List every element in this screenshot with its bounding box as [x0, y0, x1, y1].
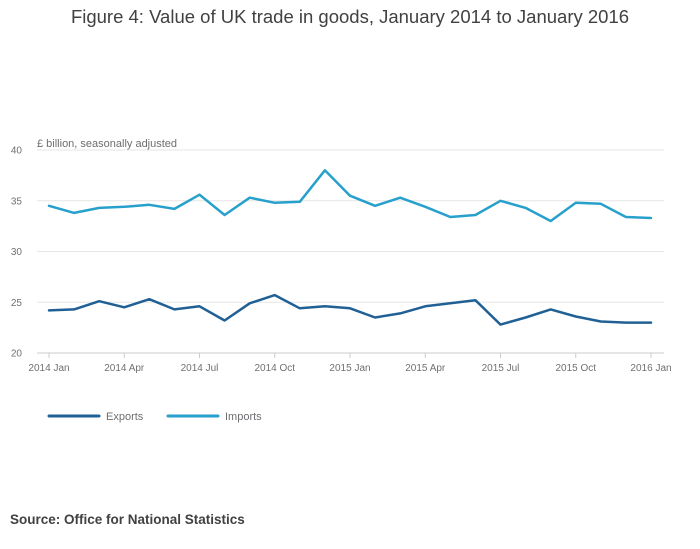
- x-tick-label: 2015 Jul: [482, 363, 520, 374]
- x-tick-label: 2015 Oct: [555, 363, 596, 374]
- y-axis-unit-label: £ billion, seasonally adjusted: [37, 138, 177, 150]
- series-line-exports: [47, 293, 653, 326]
- x-tick-label: 2014 Jan: [28, 363, 69, 374]
- legend[interactable]: Exports Imports: [47, 411, 262, 423]
- gridlines: [37, 149, 664, 303]
- source-note: Source: Office for National Statistics: [10, 512, 245, 527]
- legend-item-imports[interactable]: Imports: [166, 411, 262, 423]
- legend-label-imports: Imports: [225, 411, 262, 423]
- y-tick-label-20: 20: [11, 349, 23, 360]
- series-lines: [47, 169, 653, 326]
- series-line-imports: [47, 169, 653, 223]
- chart-title: Figure 4: Value of UK trade in goods, Ja…: [70, 6, 630, 27]
- legend-item-exports[interactable]: Exports: [47, 411, 144, 423]
- y-tick-label-35: 35: [11, 196, 23, 207]
- x-tick-label: 2015 Apr: [405, 363, 446, 374]
- y-tick-label-25: 25: [11, 298, 23, 309]
- y-tick-label-30: 30: [11, 247, 23, 258]
- x-tick-label: 2014 Oct: [254, 363, 295, 374]
- x-tick-label: 2014 Apr: [104, 363, 145, 374]
- y-axis-ticks: 20 25 30 35 40: [11, 146, 23, 360]
- x-tick-label: 2016 Jan: [630, 363, 671, 374]
- x-axis: 2014 Jan 2014 Apr 2014 Jul 2014 Oct 2015 Jan…: [28, 352, 672, 374]
- legend-label-exports: Exports: [106, 411, 144, 423]
- x-tick-label: 2014 Jul: [181, 363, 219, 374]
- x-tick-label: 2015 Jan: [329, 363, 370, 374]
- y-tick-label-40: 40: [11, 146, 23, 157]
